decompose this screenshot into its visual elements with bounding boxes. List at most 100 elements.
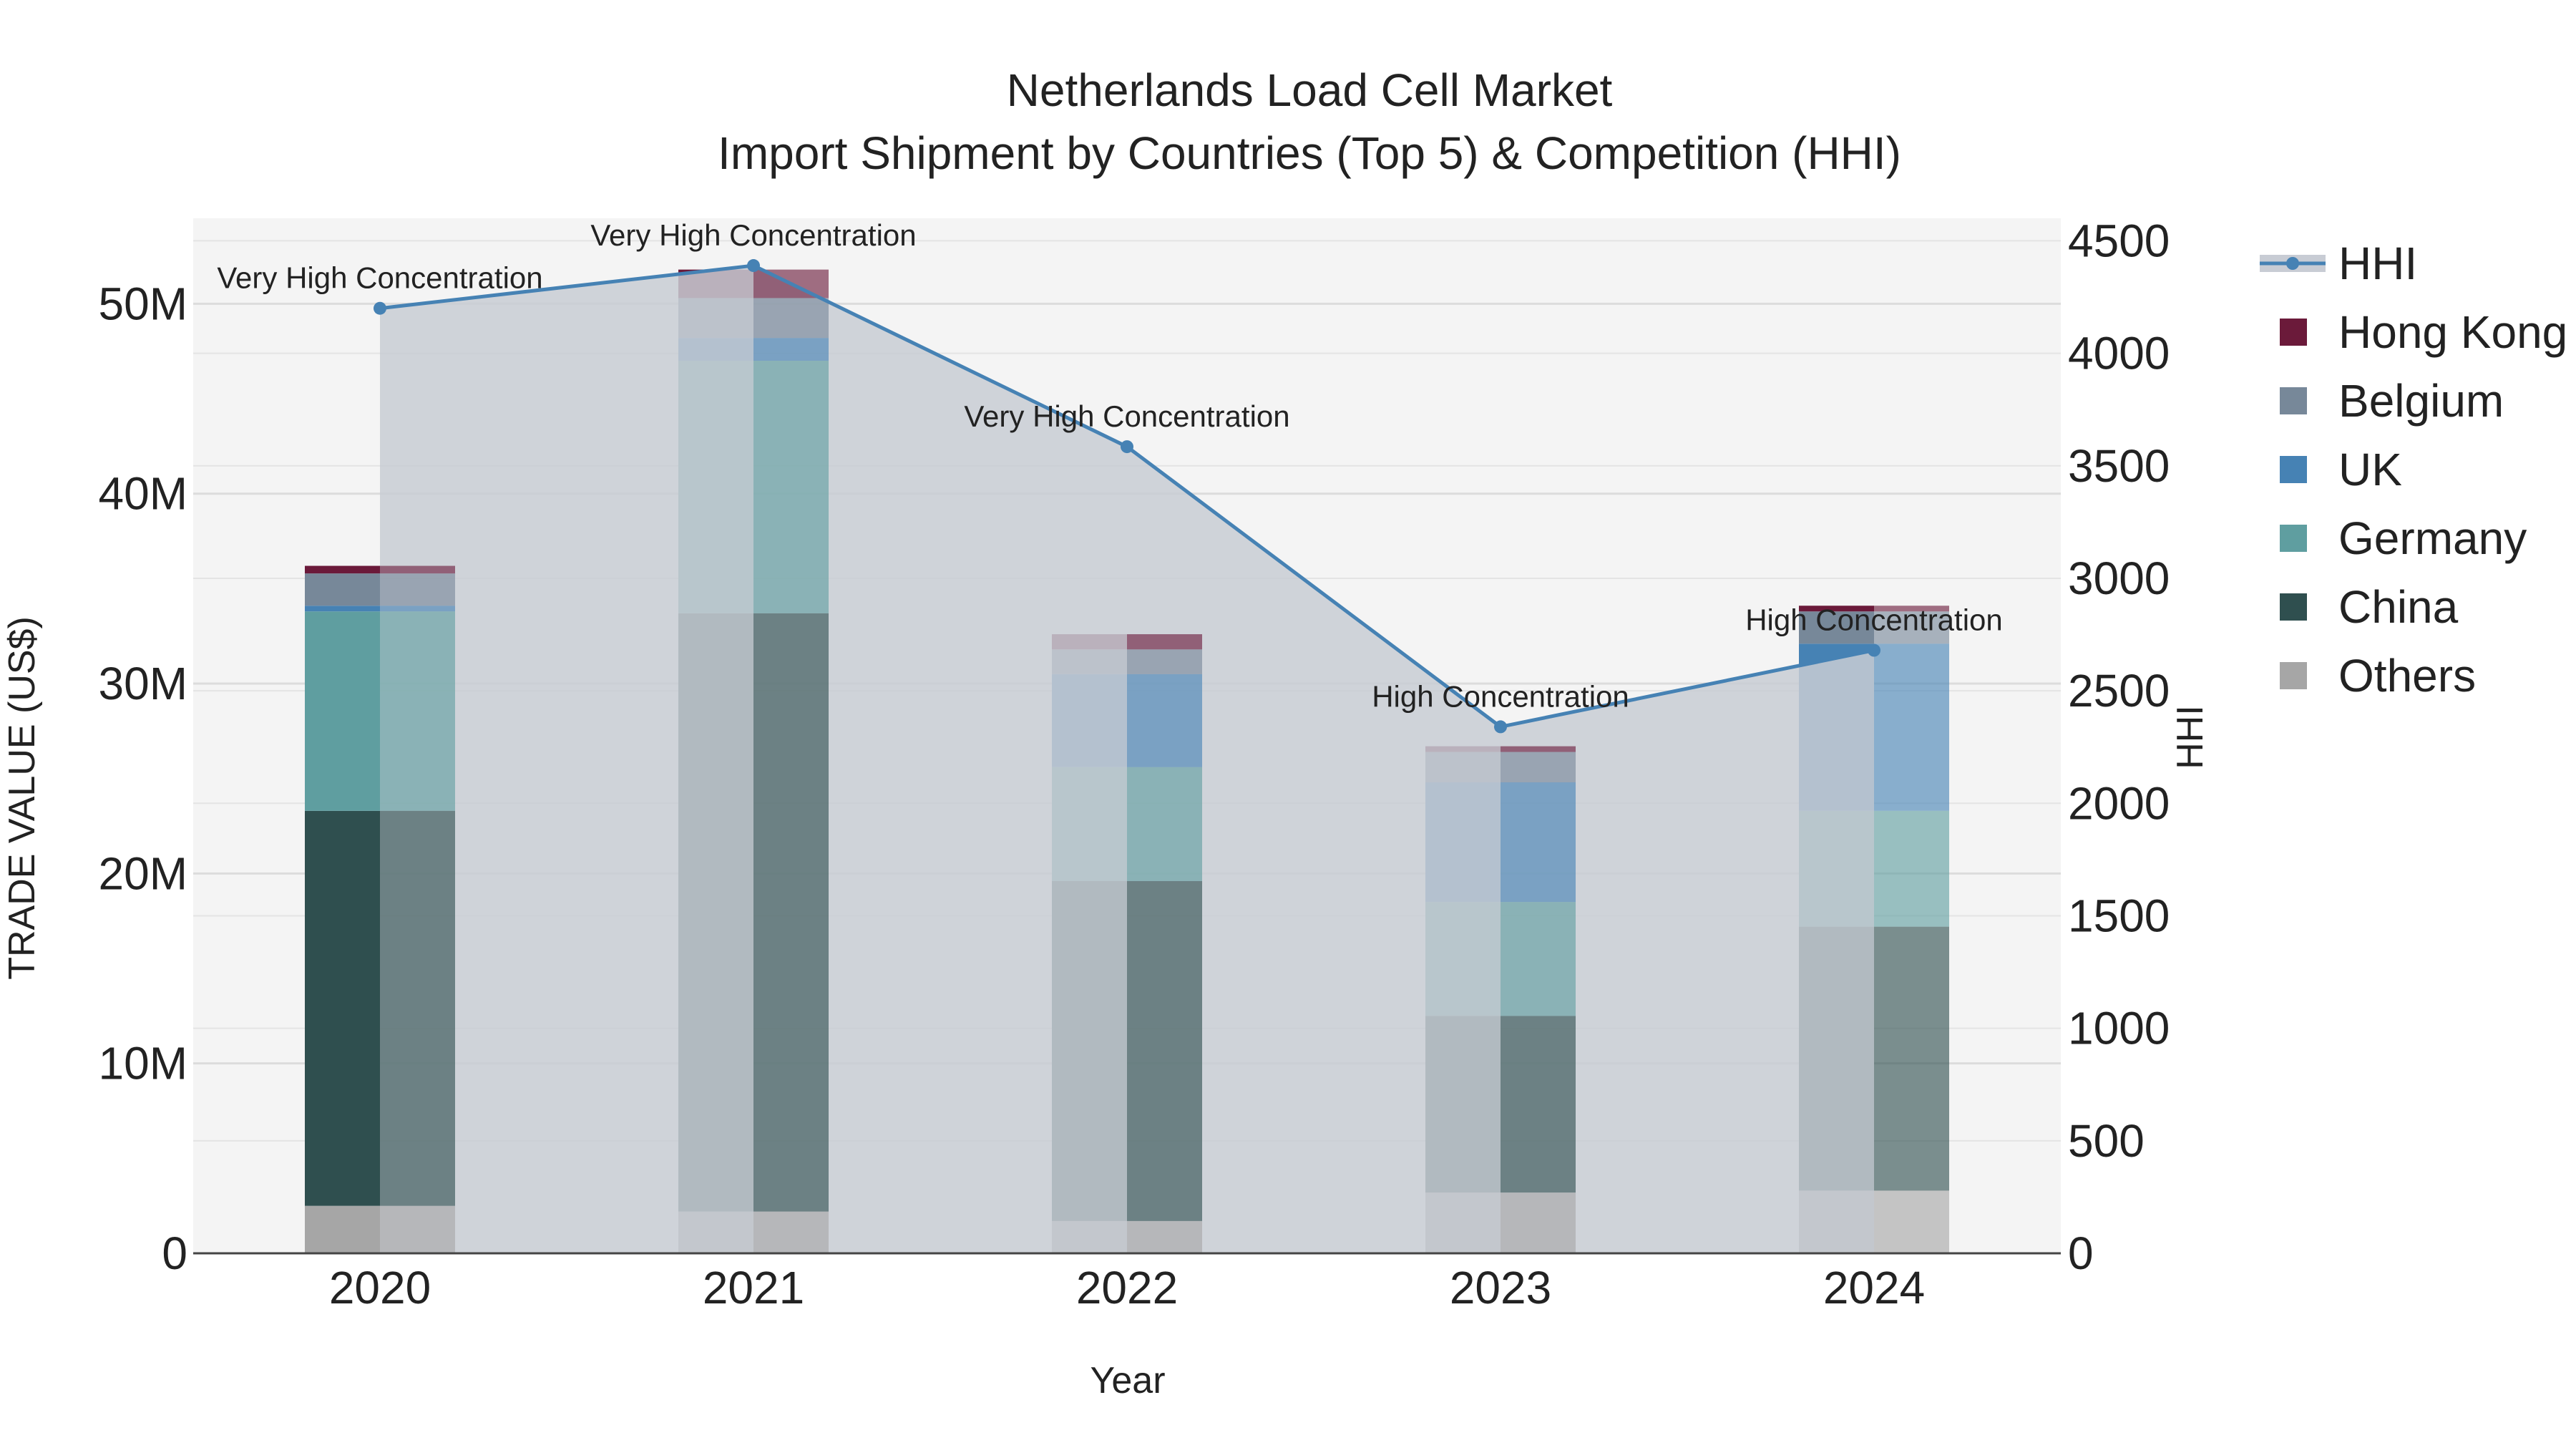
bar-germany-2023-right[interactable] [1501, 902, 1576, 1016]
bar-uk-2020-right[interactable] [380, 606, 455, 612]
legend-swatch-china [2280, 593, 2307, 621]
bar-belgium-2020-left[interactable] [305, 573, 380, 606]
legend-item-china[interactable]: China [2280, 581, 2459, 633]
legend-swatch-germany [2280, 525, 2307, 552]
hhi-annotation-2020: Very High Concentration [217, 261, 542, 295]
bar-others-2020-left[interactable] [305, 1205, 380, 1253]
bar-belgium-2024-right[interactable] [1874, 611, 1949, 644]
hhi-point-2024[interactable] [1868, 643, 1880, 657]
legend-label-germany: Germany [2338, 512, 2527, 564]
x-tick-label-2021: 2021 [703, 1262, 804, 1313]
y-tick-label: 30M [99, 658, 188, 709]
bar-others-2022-right[interactable] [1127, 1220, 1202, 1253]
bar-belgium-2023-right[interactable] [1501, 752, 1576, 783]
x-tick-label-2022: 2022 [1076, 1262, 1178, 1313]
y2-axis-title: HHI [2170, 705, 2211, 769]
bar-uk-2022-right[interactable] [1127, 674, 1202, 767]
legend-label-china: China [2338, 581, 2459, 633]
hhi-point-2023[interactable] [1494, 720, 1507, 734]
bar-hong-kong-2024-left[interactable] [1799, 606, 1874, 612]
hhi-point-2020[interactable] [374, 301, 386, 315]
hhi-annotation-2022: Very High Concentration [964, 399, 1289, 433]
bar-china-2024-right[interactable] [1874, 926, 1949, 1191]
y-tick-label: 0 [162, 1228, 187, 1279]
bar-stacks-right [380, 269, 1949, 1253]
bar-china-2020-right[interactable] [380, 810, 455, 1206]
x-tick-label-2023: 2023 [1450, 1262, 1551, 1313]
bar-china-2020-left[interactable] [305, 810, 380, 1206]
hhi-point-2022[interactable] [1121, 440, 1133, 454]
bar-others-2024-right[interactable] [1874, 1190, 1949, 1253]
bar-others-2020-right[interactable] [380, 1205, 455, 1253]
hhi-annotation-2024: High Concentration [1745, 603, 2003, 637]
bar-uk-2020-left[interactable] [305, 606, 380, 612]
bar-belgium-2024-left[interactable] [1799, 611, 1874, 644]
hhi-point-2021[interactable] [747, 259, 760, 273]
chart-subtitle: Import Shipment by Countries (Top 5) & C… [718, 127, 1901, 179]
y-tick-label: 20M [99, 847, 188, 899]
y2-tick-label: 2000 [2068, 777, 2170, 829]
y2-axis-ticks: 0 500 1000 1500 2000 2500 3000 3500 4000 4500 [2068, 215, 2170, 1279]
x-axis-title: Year [1090, 1360, 1165, 1401]
legend-label-hong-kong: Hong Kong [2338, 306, 2567, 358]
bar-others-2023-right[interactable] [1501, 1192, 1576, 1253]
y2-tick-label: 4500 [2068, 215, 2170, 266]
y-tick-label: 10M [99, 1038, 188, 1089]
legend-label-uk: UK [2338, 444, 2402, 495]
hhi-annotation-2021: Very High Concentration [590, 218, 916, 252]
bar-hong-kong-2024-right[interactable] [1874, 606, 1949, 612]
y-tick-label: 50M [99, 278, 188, 329]
legend-swatch-others [2280, 662, 2307, 689]
y2-tick-label: 3000 [2068, 553, 2170, 604]
bar-belgium-2021-right[interactable] [753, 298, 829, 339]
legend-swatch-hong-kong [2280, 319, 2307, 346]
bar-hong-kong-2023-right[interactable] [1501, 746, 1576, 752]
bar-belgium-2022-right[interactable] [1127, 649, 1202, 674]
y-axis-title: TRADE VALUE (US$) [1, 616, 43, 980]
y2-tick-label: 4000 [2068, 328, 2170, 379]
x-tick-label-2024: 2024 [1823, 1262, 1925, 1313]
legend-label-belgium: Belgium [2338, 375, 2504, 427]
legend: HHI Hong Kong Belgium UK Germany China Others [2260, 238, 2567, 701]
y2-tick-label: 0 [2068, 1228, 2094, 1279]
x-axis-ticks: 2020 2021 2022 2023 2024 [329, 1262, 1925, 1313]
bar-hong-kong-2020-right[interactable] [380, 565, 455, 574]
legend-item-others[interactable]: Others [2280, 650, 2476, 701]
y-axis-ticks: 0 10M 20M 30M 40M 50M [99, 278, 188, 1279]
legend-item-uk[interactable]: UK [2280, 444, 2402, 495]
y-tick-label: 40M [99, 468, 188, 520]
legend-item-germany[interactable]: Germany [2280, 512, 2527, 564]
bar-germany-2024-right[interactable] [1874, 810, 1949, 927]
bar-china-2021-right[interactable] [753, 613, 829, 1212]
legend-item-hhi[interactable]: HHI [2260, 238, 2417, 289]
bar-germany-2020-right[interactable] [380, 611, 455, 811]
hhi-annotations: Very High Concentration Very High Concent… [217, 218, 2002, 713]
legend-swatch-uk [2280, 456, 2307, 483]
y2-tick-label: 3500 [2068, 440, 2170, 492]
y2-tick-label: 1000 [2068, 1003, 2170, 1054]
bar-germany-2020-left[interactable] [305, 611, 380, 811]
bar-china-2023-right[interactable] [1501, 1016, 1576, 1193]
bar-uk-2021-right[interactable] [753, 338, 829, 361]
bar-hong-kong-2022-right[interactable] [1127, 634, 1202, 650]
bar-china-2022-right[interactable] [1127, 880, 1202, 1221]
bar-uk-2023-right[interactable] [1501, 782, 1576, 903]
bar-others-2021-right[interactable] [753, 1211, 829, 1253]
hhi-line-layer [374, 259, 1880, 734]
legend-label-hhi: HHI [2338, 238, 2417, 289]
legend-label-others: Others [2338, 650, 2476, 701]
bar-hong-kong-2020-left[interactable] [305, 565, 380, 574]
legend-swatch-belgium [2280, 387, 2307, 414]
y2-tick-label: 500 [2068, 1115, 2145, 1167]
bar-uk-2024-right[interactable] [1874, 643, 1949, 811]
legend-item-hong-kong[interactable]: Hong Kong [2280, 306, 2567, 358]
bar-germany-2021-right[interactable] [753, 360, 829, 613]
bar-belgium-2020-right[interactable] [380, 573, 455, 606]
bar-germany-2022-right[interactable] [1127, 767, 1202, 881]
chart-title: Netherlands Load Cell Market [1007, 64, 1613, 116]
legend-item-belgium[interactable]: Belgium [2280, 375, 2504, 427]
legend-swatch-hhi-marker [2286, 257, 2299, 270]
hhi-annotation-2023: High Concentration [1372, 679, 1629, 713]
